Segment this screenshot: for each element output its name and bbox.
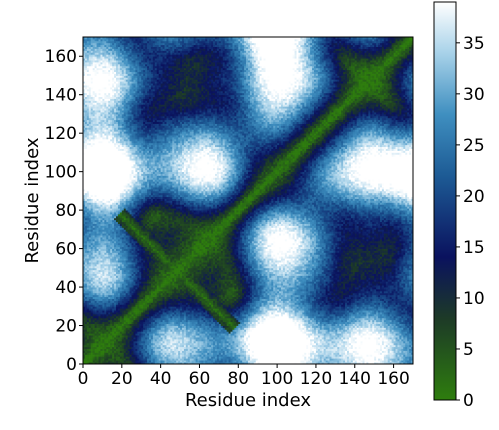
heatmap [83, 37, 413, 364]
